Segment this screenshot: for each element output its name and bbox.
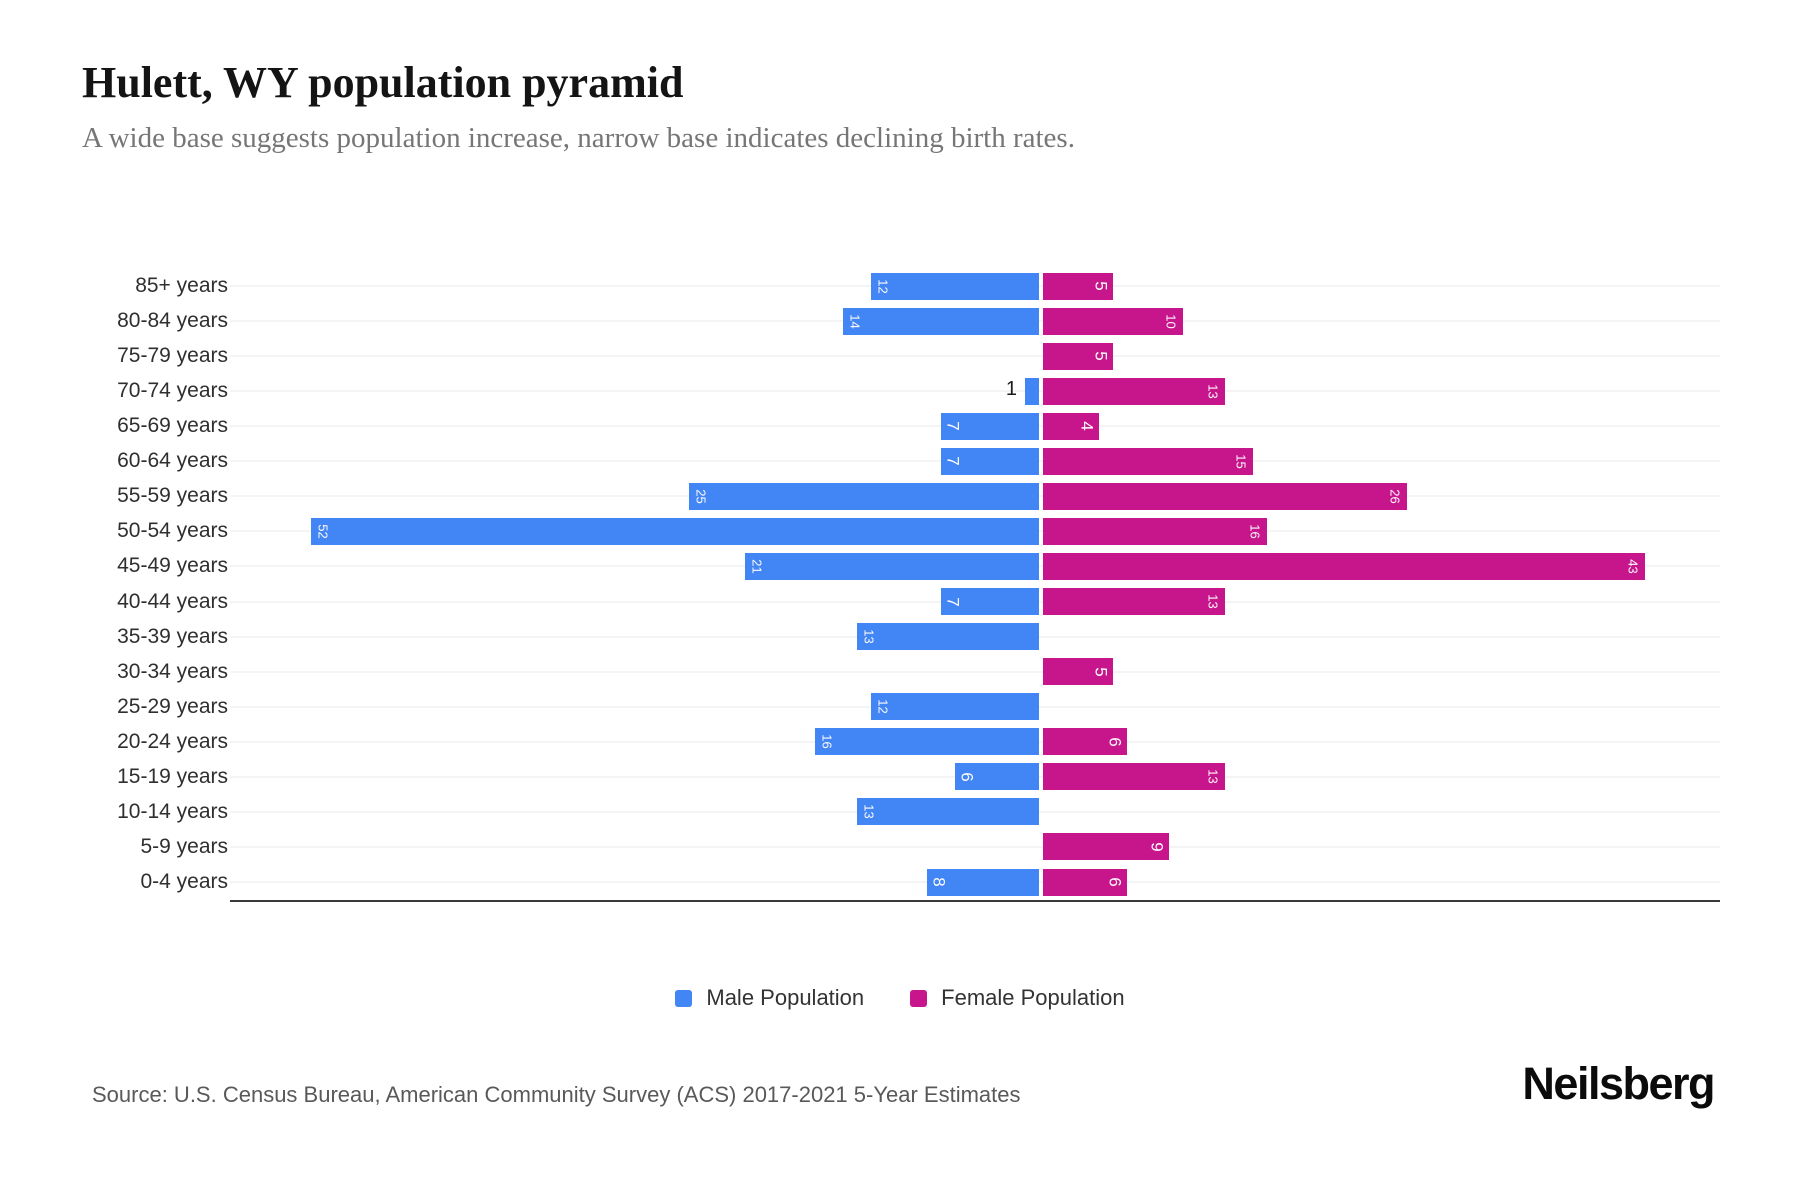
chart-subtitle: A wide base suggests population increase…	[82, 122, 1075, 154]
female-bar	[1043, 447, 1253, 475]
age-axis-label: 60-64 years	[117, 449, 228, 473]
legend-swatch-female	[910, 989, 928, 1007]
female-bar-label: 13	[1205, 594, 1221, 609]
female-bar-label: 26	[1387, 489, 1403, 504]
male-bar	[871, 272, 1039, 300]
male-bar	[941, 412, 1039, 440]
female-bar	[1043, 833, 1169, 861]
female-bar-label: 4	[1078, 421, 1097, 431]
male-bar-label: 13	[861, 804, 877, 820]
male-bar-label: 13	[861, 629, 877, 644]
male-bar	[927, 868, 1039, 896]
female-bar-label: 6	[1106, 737, 1125, 747]
male-bar	[1025, 377, 1039, 405]
female-bar	[1043, 412, 1099, 440]
female-bar	[1043, 377, 1225, 405]
male-bar	[843, 307, 1039, 335]
male-bar-label: 1	[1005, 378, 1017, 401]
male-bar	[815, 728, 1039, 756]
age-axis-label: 55-59 years	[117, 484, 228, 508]
male-bar-label: 52	[315, 524, 331, 539]
age-axis-label: 45-49 years	[117, 554, 228, 578]
x-axis-baseline	[230, 899, 1720, 902]
male-bar	[857, 798, 1039, 826]
age-axis-label: 0-4 years	[140, 870, 228, 894]
age-axis-label: 80-84 years	[117, 309, 228, 333]
male-bar	[857, 623, 1039, 651]
age-axis-label: 20-24 years	[117, 729, 228, 753]
female-bar	[1043, 482, 1407, 510]
female-bar	[1043, 272, 1113, 300]
male-bar-label: 14	[847, 313, 863, 329]
chart-legend: Male Population Female Population	[0, 985, 1800, 1011]
male-bar-label: 7	[944, 596, 963, 607]
female-bar-label: 5	[1092, 666, 1111, 677]
male-bar	[871, 693, 1039, 721]
female-bar	[1043, 763, 1225, 791]
age-axis-label: 40-44 years	[117, 589, 228, 613]
male-bar	[941, 588, 1039, 616]
age-axis-label: 15-19 years	[117, 764, 228, 788]
legend-item-male[interactable]: Male Population	[675, 985, 864, 1011]
female-bar-label: 16	[1247, 524, 1263, 539]
age-axis-label: 10-14 years	[117, 799, 228, 823]
age-axis-label: 75-79 years	[117, 344, 228, 368]
male-bar	[941, 447, 1039, 475]
female-bar	[1043, 588, 1225, 616]
male-bar	[745, 552, 1039, 580]
female-bar-label: 15	[1233, 454, 1249, 469]
male-bar-label: 25	[693, 489, 709, 504]
age-axis-label: 50-54 years	[117, 519, 228, 543]
male-bar-label: 21	[749, 559, 765, 574]
female-bar-label: 13	[1205, 383, 1221, 399]
age-axis-label: 70-74 years	[117, 379, 228, 403]
male-bar-label: 7	[944, 421, 963, 431]
male-bar-label: 8	[930, 877, 949, 887]
female-bar	[1043, 552, 1645, 580]
age-axis-label: 30-34 years	[117, 659, 228, 683]
age-axis-label: 65-69 years	[117, 414, 228, 438]
age-axis-label: 85+ years	[135, 274, 228, 297]
male-bar-label: 12	[875, 699, 891, 714]
female-bar-label: 5	[1092, 351, 1111, 361]
gridline	[230, 355, 1720, 358]
female-bar	[1043, 517, 1267, 545]
female-bar	[1043, 868, 1127, 896]
age-axis-label: 35-39 years	[117, 624, 228, 648]
female-bar-label: 13	[1205, 769, 1221, 785]
legend-item-female[interactable]: Female Population	[910, 985, 1125, 1011]
gridline	[230, 845, 1720, 848]
male-bar-label: 12	[875, 278, 891, 294]
female-bar-label: 6	[1106, 877, 1125, 887]
legend-label: Male Population	[706, 985, 865, 1010]
male-bar-label: 16	[819, 734, 835, 749]
age-axis-label: 25-29 years	[117, 694, 228, 718]
male-bar	[955, 763, 1039, 791]
female-bar-label: 5	[1092, 281, 1111, 291]
male-bar	[311, 517, 1039, 545]
male-bar-label: 6	[958, 772, 977, 782]
female-bar	[1043, 658, 1113, 686]
male-bar	[689, 482, 1039, 510]
male-bar-label: 7	[944, 456, 963, 467]
female-bar	[1043, 342, 1113, 370]
chart-title: Hulett, WY population pyramid	[82, 58, 684, 107]
brand-logo: Neilsberg	[1522, 1058, 1715, 1109]
female-bar	[1043, 728, 1127, 756]
age-axis-label: 5-9 years	[140, 834, 228, 858]
source-note: Source: U.S. Census Bureau, American Com…	[92, 1082, 1021, 1107]
gridline	[230, 390, 1720, 393]
gridline	[230, 670, 1720, 673]
legend-swatch-male	[675, 989, 693, 1007]
female-bar-label: 9	[1148, 842, 1167, 852]
female-bar-label: 43	[1625, 559, 1641, 574]
female-bar-label: 10	[1163, 313, 1179, 329]
female-bar	[1043, 307, 1183, 335]
legend-label: Female Population	[941, 985, 1125, 1010]
